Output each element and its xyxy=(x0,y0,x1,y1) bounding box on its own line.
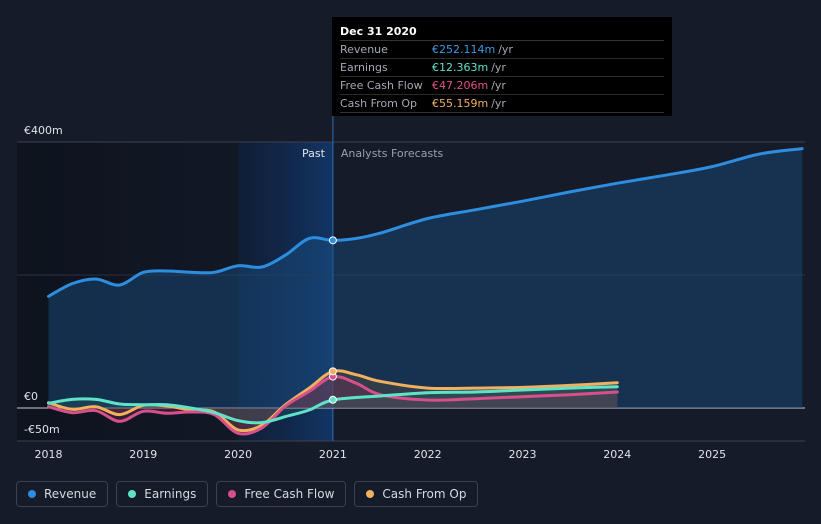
x-tick-label: 2018 xyxy=(35,448,63,461)
tooltip-unit: /yr xyxy=(491,79,506,92)
tooltip-unit: /yr xyxy=(491,97,506,110)
tooltip-row-free-cash-flow: Free Cash Flow €47.206m /yr xyxy=(340,77,664,95)
x-tick-label: 2025 xyxy=(698,448,726,461)
cash-from-op-dot-icon xyxy=(366,490,375,498)
y-tick-label: -€50m xyxy=(24,423,60,436)
tooltip: Dec 31 2020 Revenue €252.114m /yr Earnin… xyxy=(332,17,672,116)
cash-from-op-marker xyxy=(328,367,337,376)
forecast-label: Analysts Forecasts xyxy=(341,147,444,160)
y-tick-label: €400m xyxy=(24,124,63,137)
x-tick-label: 2022 xyxy=(414,448,442,461)
free-cash-flow-dot-icon xyxy=(228,490,237,498)
legend-item-earnings[interactable]: Earnings xyxy=(116,481,209,507)
earnings-area xyxy=(48,386,618,423)
x-tick-label: 2020 xyxy=(224,448,252,461)
tooltip-unit: /yr xyxy=(498,43,513,56)
revenue-dot-icon xyxy=(28,490,36,498)
legend: Revenue Earnings Free Cash Flow Cash Fro… xyxy=(16,481,479,507)
tooltip-label: Cash From Op xyxy=(340,97,418,110)
revenue-area xyxy=(48,148,803,408)
legend-label: Cash From Op xyxy=(382,487,467,501)
revenue-line xyxy=(47,147,804,298)
earnings-marker xyxy=(328,395,337,404)
past-label: Past xyxy=(302,147,326,160)
tooltip-label: Free Cash Flow xyxy=(340,79,423,92)
legend-label: Revenue xyxy=(44,487,97,501)
tooltip-label: Earnings xyxy=(340,61,388,74)
y-tick-label: €0 xyxy=(24,390,38,403)
highlight-band xyxy=(238,142,333,441)
legend-item-cash-from-op[interactable]: Cash From Op xyxy=(354,481,479,507)
tooltip-value: €47.206m xyxy=(432,79,489,92)
tooltip-row-earnings: Earnings €12.363m /yr xyxy=(340,59,664,77)
earnings-dot-icon xyxy=(128,490,137,498)
tooltip-date: Dec 31 2020 xyxy=(340,23,664,41)
tooltip-row-revenue: Revenue €252.114m /yr xyxy=(340,41,664,59)
tooltip-value: €12.363m xyxy=(432,61,489,74)
x-tick-label: 2021 xyxy=(319,448,347,461)
revenue-marker xyxy=(328,236,337,245)
free-cash-flow-area xyxy=(48,376,618,435)
x-tick-label: 2023 xyxy=(509,448,537,461)
tooltip-label: Revenue xyxy=(340,43,388,56)
legend-item-revenue[interactable]: Revenue xyxy=(16,481,109,507)
legend-item-free-cash-flow[interactable]: Free Cash Flow xyxy=(216,481,347,507)
free-cash-flow-line xyxy=(47,374,619,436)
legend-label: Earnings xyxy=(144,487,197,501)
tooltip-row-cash-from-op: Cash From Op €55.159m /yr xyxy=(340,95,664,113)
tooltip-value: €252.114m xyxy=(432,43,496,56)
legend-label: Free Cash Flow xyxy=(244,487,335,501)
tooltip-value: €55.159m xyxy=(432,97,489,110)
tooltip-unit: /yr xyxy=(491,61,506,74)
earnings-line xyxy=(47,385,619,425)
x-tick-label: 2019 xyxy=(129,448,157,461)
x-tick-label: 2024 xyxy=(603,448,631,461)
